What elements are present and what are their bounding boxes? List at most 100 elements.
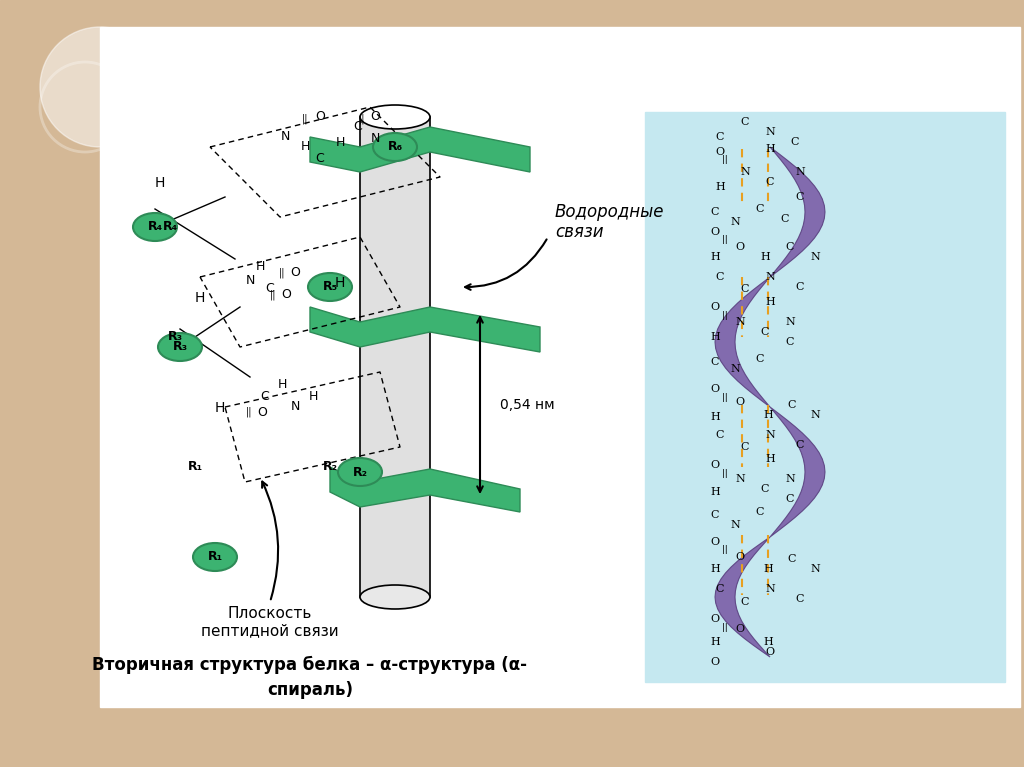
Text: Водородные
связи: Водородные связи bbox=[555, 202, 665, 242]
Text: N: N bbox=[730, 364, 740, 374]
Text: N: N bbox=[730, 217, 740, 227]
Ellipse shape bbox=[308, 273, 352, 301]
Text: N: N bbox=[810, 410, 820, 420]
Polygon shape bbox=[715, 537, 770, 657]
Text: H: H bbox=[710, 487, 720, 497]
Text: H: H bbox=[308, 390, 317, 403]
Text: R₂: R₂ bbox=[352, 466, 368, 479]
Text: ||: || bbox=[722, 623, 728, 631]
Text: N: N bbox=[785, 474, 795, 484]
Polygon shape bbox=[715, 277, 770, 407]
Text: C: C bbox=[761, 484, 769, 494]
Text: C: C bbox=[785, 242, 795, 252]
Text: H: H bbox=[278, 378, 287, 391]
Text: ||: || bbox=[722, 235, 728, 245]
Text: N: N bbox=[810, 564, 820, 574]
Text: H: H bbox=[195, 291, 206, 305]
Text: Вторичная структура белка – α-структура (α-
спираль): Вторичная структура белка – α-структура … bbox=[92, 656, 527, 699]
Text: C: C bbox=[785, 494, 795, 504]
Text: 0,54 нм: 0,54 нм bbox=[500, 398, 555, 412]
Text: N: N bbox=[281, 130, 290, 143]
Bar bbox=[100, 27, 1020, 707]
Text: O: O bbox=[735, 624, 744, 634]
Text: O: O bbox=[735, 397, 744, 407]
Text: O: O bbox=[711, 537, 720, 547]
Text: C: C bbox=[796, 440, 804, 450]
Text: N: N bbox=[371, 133, 380, 146]
Text: O: O bbox=[711, 614, 720, 624]
Text: O: O bbox=[290, 266, 300, 279]
Text: C: C bbox=[766, 177, 774, 187]
Text: C: C bbox=[796, 282, 804, 292]
Text: R₁: R₁ bbox=[208, 551, 222, 564]
Text: ||: || bbox=[722, 469, 728, 478]
Text: H: H bbox=[300, 140, 309, 153]
Text: ||: || bbox=[722, 393, 728, 401]
Text: R₄: R₄ bbox=[147, 220, 163, 233]
Text: R₃: R₃ bbox=[168, 331, 182, 344]
Text: O: O bbox=[370, 110, 380, 123]
Polygon shape bbox=[770, 407, 825, 537]
Text: R₅: R₅ bbox=[323, 281, 338, 294]
Text: O: O bbox=[716, 147, 725, 157]
Text: C: C bbox=[756, 354, 764, 364]
Text: H: H bbox=[765, 454, 775, 464]
Text: N: N bbox=[735, 317, 744, 327]
Text: N: N bbox=[785, 317, 795, 327]
Text: R₆: R₆ bbox=[387, 140, 402, 153]
Text: C: C bbox=[787, 400, 797, 410]
Circle shape bbox=[40, 27, 160, 147]
Text: C: C bbox=[711, 357, 719, 367]
Text: C: C bbox=[353, 120, 362, 133]
Text: N: N bbox=[795, 167, 805, 177]
Text: C: C bbox=[740, 597, 750, 607]
Text: C: C bbox=[716, 430, 724, 440]
Text: ||: || bbox=[722, 156, 728, 164]
Ellipse shape bbox=[373, 133, 417, 161]
Text: C: C bbox=[711, 207, 719, 217]
Text: N: N bbox=[291, 400, 300, 413]
Text: H: H bbox=[763, 637, 773, 647]
Text: ||: || bbox=[722, 545, 728, 555]
Ellipse shape bbox=[360, 585, 430, 609]
Text: C: C bbox=[711, 510, 719, 520]
Text: O: O bbox=[765, 647, 774, 657]
Text: N: N bbox=[765, 272, 775, 282]
Text: H: H bbox=[715, 182, 725, 192]
Text: N: N bbox=[765, 127, 775, 137]
Text: H: H bbox=[763, 564, 773, 574]
Text: ||: || bbox=[246, 407, 252, 417]
Text: H: H bbox=[710, 412, 720, 422]
Text: ||: || bbox=[722, 311, 728, 320]
Text: Плоскость
пептидной связи: Плоскость пептидной связи bbox=[201, 606, 339, 638]
Text: ||: || bbox=[358, 114, 366, 124]
Text: O: O bbox=[735, 242, 744, 252]
Text: H: H bbox=[155, 176, 165, 190]
Text: C: C bbox=[761, 327, 769, 337]
Text: O: O bbox=[711, 657, 720, 667]
Text: H: H bbox=[765, 144, 775, 154]
Bar bbox=[645, 112, 1005, 682]
Text: H: H bbox=[335, 276, 345, 290]
Text: C: C bbox=[791, 137, 800, 147]
Text: N: N bbox=[735, 474, 744, 484]
Text: H: H bbox=[255, 261, 264, 274]
Text: ||: || bbox=[269, 290, 276, 300]
Text: H: H bbox=[710, 252, 720, 262]
Text: C: C bbox=[785, 337, 795, 347]
Text: R₃: R₃ bbox=[172, 341, 187, 354]
Text: ||: || bbox=[302, 114, 308, 124]
Text: C: C bbox=[261, 390, 269, 403]
Text: H: H bbox=[215, 401, 225, 415]
Text: O: O bbox=[711, 302, 720, 312]
Text: O: O bbox=[257, 406, 267, 419]
Ellipse shape bbox=[338, 458, 382, 486]
Text: O: O bbox=[711, 227, 720, 237]
Text: C: C bbox=[716, 584, 724, 594]
Text: C: C bbox=[796, 594, 804, 604]
Text: C: C bbox=[265, 282, 274, 295]
Text: N: N bbox=[765, 430, 775, 440]
Ellipse shape bbox=[133, 213, 177, 241]
Text: H: H bbox=[710, 637, 720, 647]
Text: C: C bbox=[787, 554, 797, 564]
